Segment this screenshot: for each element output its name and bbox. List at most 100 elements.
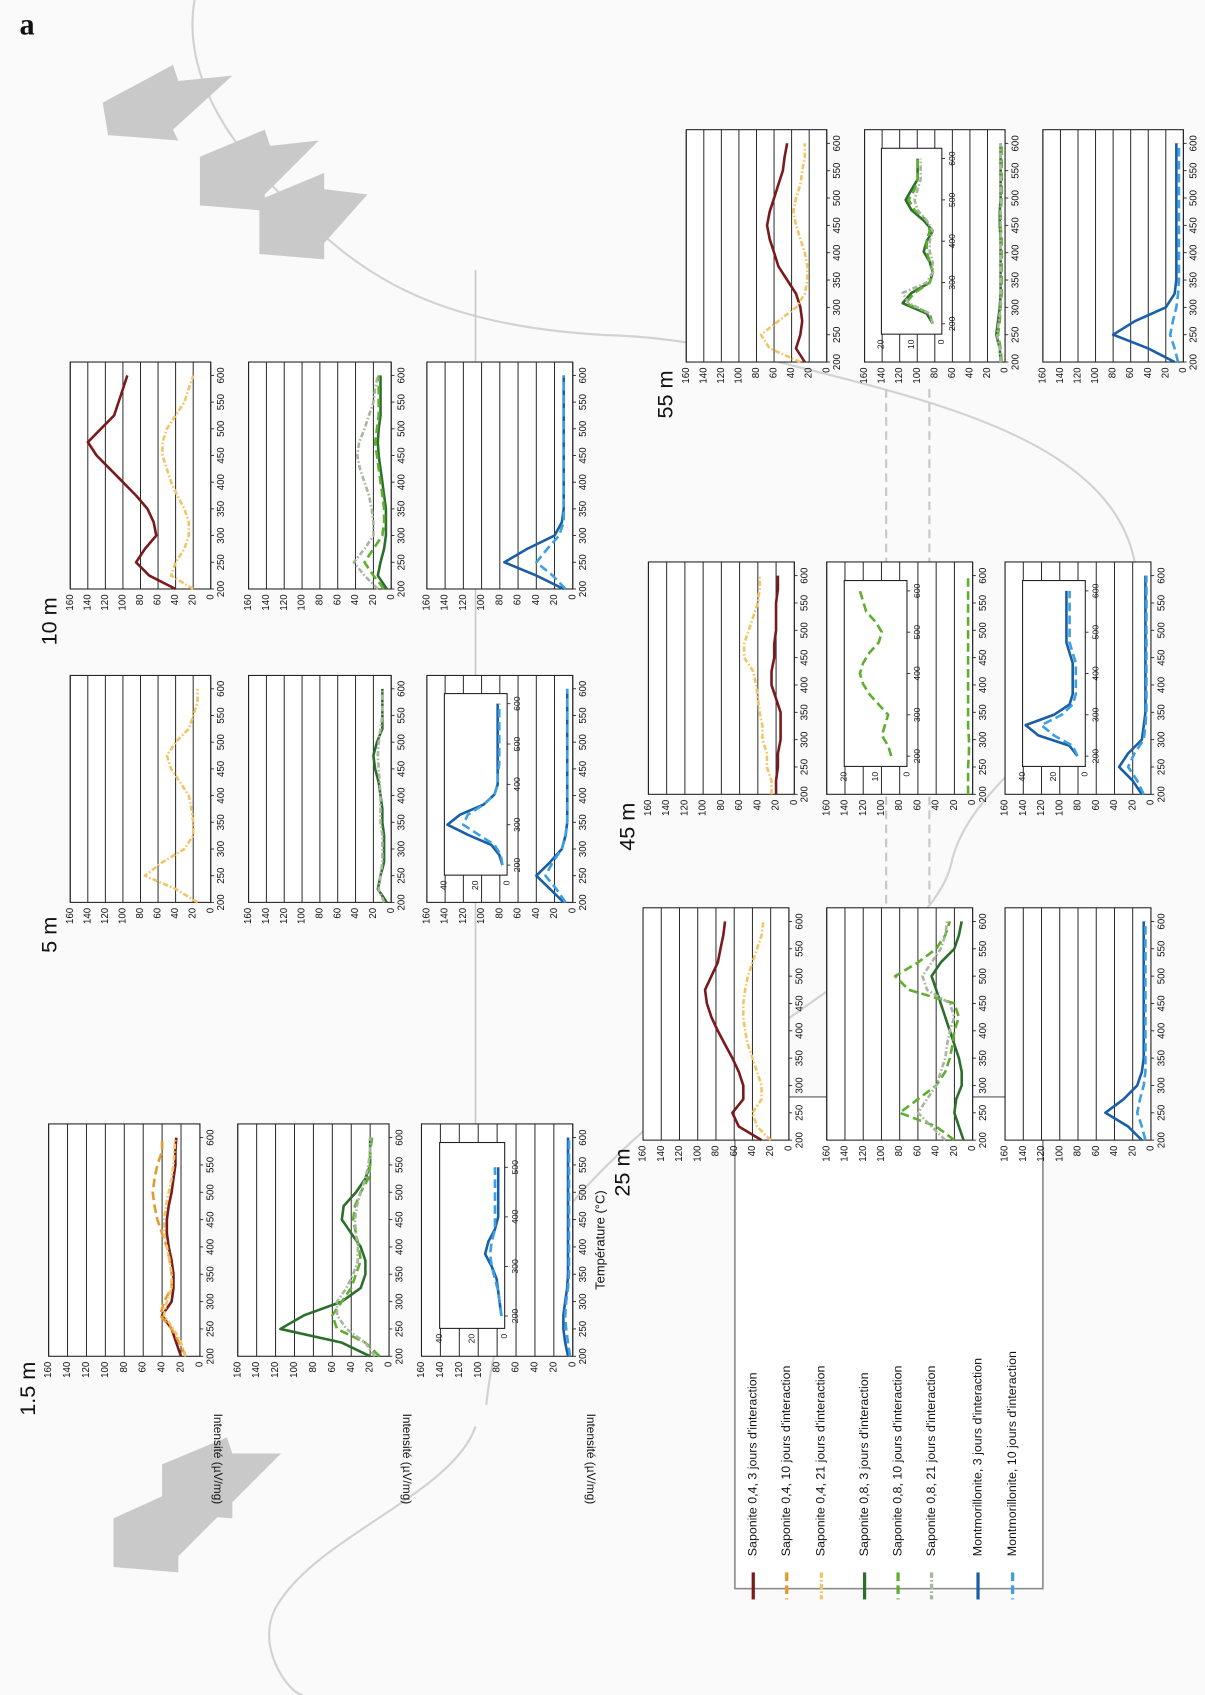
y-tick-label: 20 [1048,772,1058,782]
y-tick-label: 120 [454,1361,465,1378]
x-tick-label: 250 [794,1104,805,1121]
x-tick-label: 250 [800,758,811,775]
y-tick-label: 120 [858,1145,869,1162]
x-tick-label: 550 [578,1156,589,1173]
y-tick-label: 20 [839,772,849,782]
x-tick-label: 300 [578,527,589,544]
x-tick-label: 250 [578,867,589,884]
y-tick-label: 80 [494,907,505,918]
x-tick-label: 550 [216,707,227,724]
x-tick-label: 600 [978,913,989,930]
x-tick-label: 300 [205,1293,216,1310]
legend-label: Saponite 0,8, 21 jours d'interaction [924,1365,938,1556]
y-tick-label: 160 [243,907,254,924]
y-tick-label: 0 [783,1145,794,1151]
x-tick-label: 600 [832,135,843,152]
x-tick-label: 200 [397,580,408,597]
x-tick-label: 200 [794,1131,805,1148]
x-tick-label: 250 [832,326,843,343]
y-tick-label: 80 [711,1145,722,1156]
y-tick-label: 0 [1000,367,1011,373]
y-tick-label: 100 [289,1361,300,1378]
y-tick-label: 20 [368,594,379,605]
x-tick-label: 400 [216,473,227,490]
y-tick-label: 40 [170,594,181,605]
y-tick-label: 100 [476,594,487,611]
panel-title: 55 m [652,370,677,418]
x-tick-label: 200 [800,786,811,803]
y-tick-label: 0 [386,907,397,913]
y-tick-label: 0 [901,772,911,777]
y-tick-label: 60 [947,367,958,378]
y-tick-label: 80 [1108,367,1119,378]
x-tick-label: 550 [978,594,989,611]
x-tick-label: 500 [1156,967,1167,984]
x-tick-label: 550 [794,940,805,957]
y-tick-label: 160 [1037,367,1048,384]
series-line [446,703,504,866]
x-tick-label: 600 [397,367,408,384]
y-tick-label: 0 [1178,367,1189,373]
x-tick-label: 250 [978,1104,989,1121]
y-tick-label: 120 [679,799,690,816]
y-tick-label: 120 [100,907,111,924]
y-tick-label: 40 [170,907,181,918]
series-line [335,1137,376,1358]
y-tick-label: 80 [929,367,940,378]
series-line [901,158,935,325]
y-tick-label: 40 [530,1361,541,1372]
x-tick-label: 450 [800,649,811,666]
y-tick-label: 160 [232,1361,243,1378]
y-tick-label: 40 [1109,1145,1120,1156]
y-tick-label: 100 [297,907,308,924]
y-tick-label: 0 [205,907,216,913]
x-tick-label: 500 [216,733,227,750]
y-tick-label: 20 [365,1361,376,1372]
y-tick-label: 140 [261,907,272,924]
y-tick-label: 140 [877,367,888,384]
series-line [916,921,956,1142]
x-tick-label: 500 [947,193,957,208]
x-tick-label: 300 [978,731,989,748]
y-tick-label: 140 [661,799,672,816]
x-tick-label: 600 [1189,135,1200,152]
x-tick-label: 250 [394,1320,405,1337]
panel-title: 5 m [36,917,61,953]
y-tick-label: 120 [1036,1145,1047,1162]
x-tick-label: 200 [978,1131,989,1148]
x-tick-label: 550 [216,393,227,410]
y-tick-label: 60 [327,1361,338,1372]
x-tick-label: 200 [216,894,227,911]
x-tick-label: 200 [1090,749,1100,764]
y-tick-label: 20 [188,907,199,918]
tree [113,1491,227,1573]
y-tick-label: 40 [931,799,942,810]
x-tick-label: 350 [794,1049,805,1066]
y-tick-label: 100 [876,799,887,816]
x-tick-label: 300 [800,731,811,748]
legend-label: Saponite 0,8, 10 jours d'interaction [890,1365,904,1556]
y-tick-label: 20 [549,594,560,605]
panel-title: 10 m [36,597,61,645]
x-tick-label: 250 [397,554,408,571]
y-tick-label: 40 [434,1334,444,1344]
x-tick-label: 600 [800,567,811,584]
y-tick-label: 0 [567,907,578,913]
x-tick-label: 200 [510,1309,520,1324]
y-tick-label: 100 [733,367,744,384]
y-tick-label: 100 [100,1361,111,1378]
x-tick-label: 300 [912,707,922,722]
y-tick-label: 140 [261,594,272,611]
x-tick-label: 250 [578,554,589,571]
y-tick-label: 100 [297,594,308,611]
legend-box [734,1096,1044,1590]
legend-label: Montmorillonite, 10 jours d'interaction [1005,1351,1019,1556]
y-tick-label: 120 [81,1361,92,1378]
x-tick-label: 550 [1010,162,1021,179]
y-tick-label: 80 [314,594,325,605]
trees [102,64,368,1573]
series-line [966,575,971,795]
x-tick-label: 300 [216,840,227,857]
x-tick-label: 400 [578,787,589,804]
